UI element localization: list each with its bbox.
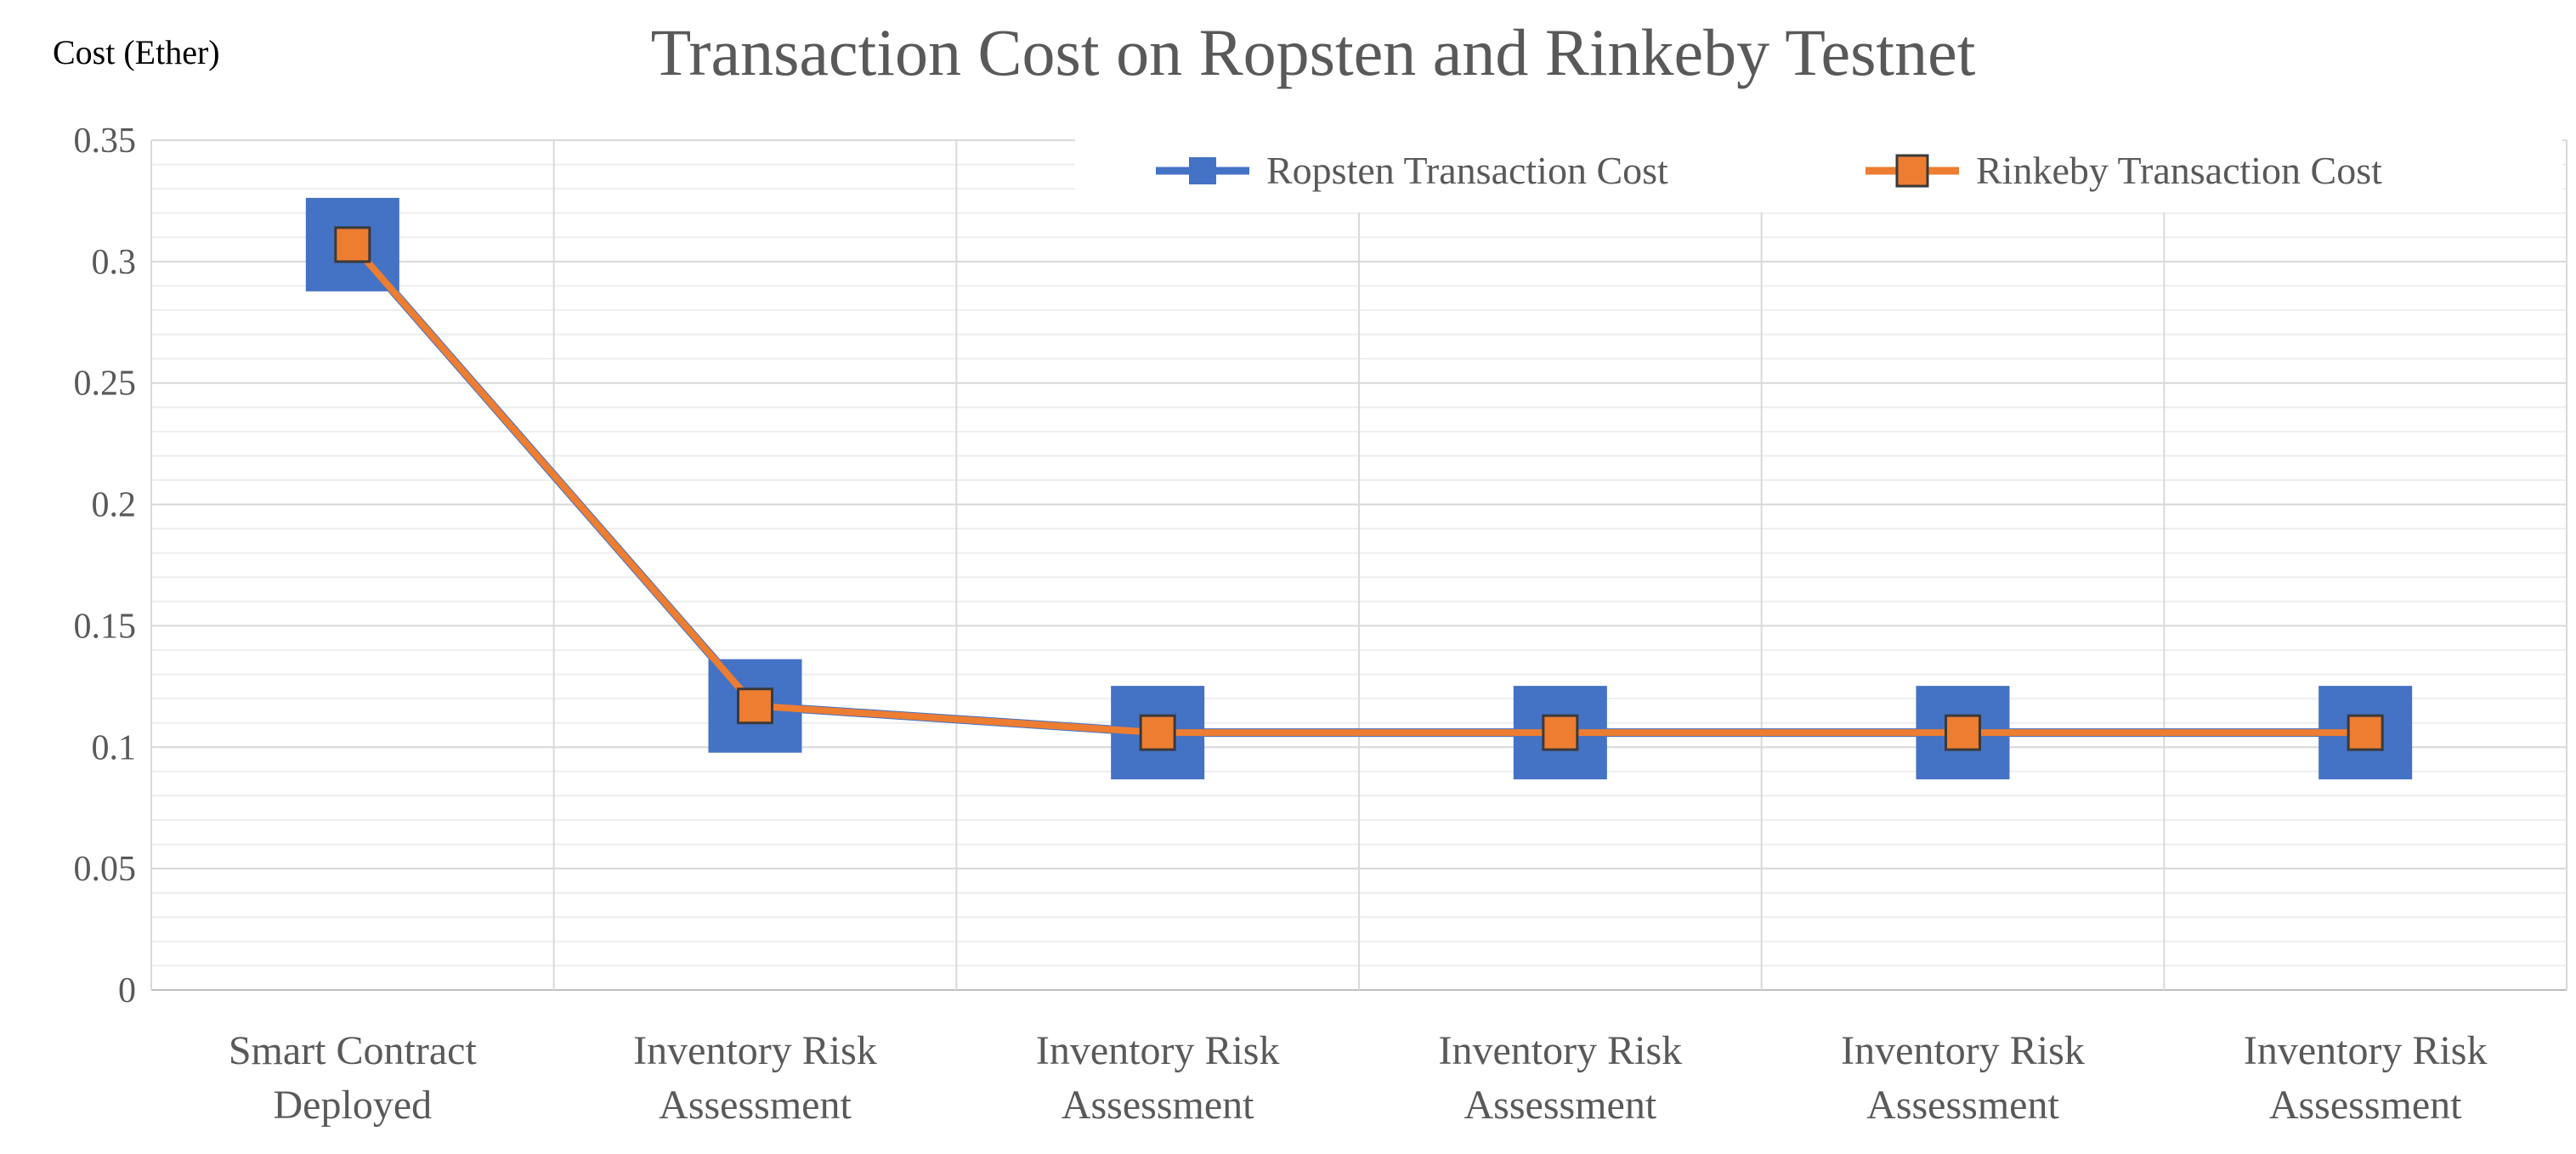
legend-label-rinkeby: Rinkeby Transaction Cost [1976, 149, 2382, 192]
y-tick-label: 0.15 [74, 607, 137, 646]
rinkeby-point [737, 687, 773, 725]
x-tick-label-line: Assessment [1866, 1083, 2059, 1128]
x-tick-label-line: Assessment [659, 1083, 852, 1128]
y-tick-label: 0.35 [74, 122, 137, 161]
y-tick-label: 0.25 [74, 365, 137, 404]
x-tick-label-line: Assessment [1464, 1083, 1656, 1128]
y-tick-label: 0.2 [92, 486, 137, 525]
y-tick-label: 0.05 [74, 850, 137, 889]
chart-title: Transaction Cost on Ropsten and Rinkeby … [651, 15, 1976, 89]
x-tick-label-line: Inventory Risk [1439, 1028, 1683, 1073]
series-line-rinkeby [349, 242, 2366, 737]
y-tick-label: 0 [118, 971, 136, 1010]
y-axis-label: Cost (Ether) [53, 33, 220, 71]
rinkeby-point [1542, 714, 1579, 751]
legend-background [1075, 127, 2562, 212]
x-tick-label: Inventory Risk Assessment [1439, 1028, 1683, 1128]
series-layer [305, 197, 2413, 780]
legend-marker-rinkeby [1895, 154, 1929, 188]
x-tick-label: Inventory Risk Assessment [633, 1028, 877, 1128]
x-tick-label-line: Inventory Risk [1841, 1028, 2085, 1073]
rinkeby-point [1139, 714, 1176, 751]
legend: Ropsten Transaction Cost Rinkeby Transact… [1075, 127, 2562, 212]
x-tick-label-line: Smart Contract [229, 1028, 478, 1073]
x-tick-label-line: Assessment [2269, 1083, 2462, 1128]
x-tick-label: Smart Contract Deployed [229, 1028, 478, 1128]
x-tick-label: Inventory Risk Assessment [1841, 1028, 2085, 1128]
rinkeby-point [2347, 714, 2384, 751]
x-tick-label: Inventory Risk Assessment [1036, 1028, 1280, 1128]
y-tick-label: 0.3 [92, 243, 137, 282]
y-axis-tick-labels: 0 0.05 0.1 0.15 0.2 0.25 0.3 0.35 [74, 122, 137, 1010]
legend-label-ropsten: Ropsten Transaction Cost [1266, 149, 1668, 192]
x-tick-label-line: Inventory Risk [1036, 1028, 1280, 1073]
x-axis-tick-labels: Smart Contract Deployed Inventory Risk Asse… [229, 1028, 2488, 1128]
x-tick-label: Inventory Risk Assessment [2244, 1028, 2488, 1128]
rinkeby-point [1945, 714, 1981, 751]
rinkeby-point [334, 226, 371, 263]
legend-marker-ropsten [1189, 157, 1216, 184]
vertical-gridlines [150, 140, 2568, 990]
x-tick-label-line: Deployed [274, 1083, 433, 1128]
x-tick-label-line: Inventory Risk [2244, 1028, 2488, 1073]
y-tick-label: 0.1 [92, 728, 137, 767]
x-tick-label-line: Inventory Risk [633, 1028, 877, 1073]
x-tick-label-line: Assessment [1062, 1083, 1254, 1128]
